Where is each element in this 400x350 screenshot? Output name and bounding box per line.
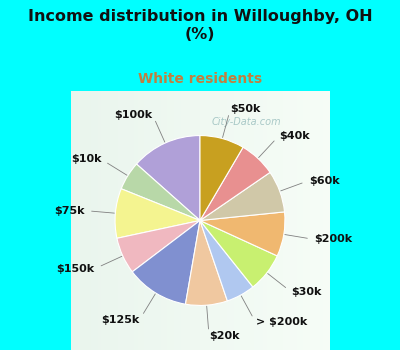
Text: $60k: $60k [309, 176, 340, 186]
Text: $40k: $40k [279, 131, 310, 141]
Text: > $200k: > $200k [256, 317, 307, 327]
Wedge shape [200, 173, 284, 220]
Text: $20k: $20k [209, 331, 240, 341]
Wedge shape [136, 135, 200, 220]
Text: $30k: $30k [291, 287, 322, 297]
Text: $50k: $50k [230, 104, 261, 113]
Wedge shape [200, 135, 243, 220]
Wedge shape [200, 220, 277, 287]
Text: $100k: $100k [114, 110, 152, 120]
Text: $125k: $125k [101, 315, 140, 324]
Wedge shape [200, 212, 285, 256]
Wedge shape [121, 164, 200, 220]
Wedge shape [115, 189, 200, 238]
Text: White residents: White residents [138, 72, 262, 86]
Text: $150k: $150k [56, 264, 94, 274]
Text: Income distribution in Willoughby, OH
(%): Income distribution in Willoughby, OH (%… [28, 9, 372, 42]
Text: City-Data.com: City-Data.com [212, 117, 282, 127]
Text: $75k: $75k [54, 205, 84, 216]
Text: $10k: $10k [71, 154, 101, 164]
Wedge shape [200, 220, 253, 301]
Wedge shape [117, 220, 200, 272]
Wedge shape [132, 220, 200, 304]
Text: $200k: $200k [314, 234, 352, 244]
Wedge shape [186, 220, 227, 306]
Wedge shape [200, 147, 270, 220]
